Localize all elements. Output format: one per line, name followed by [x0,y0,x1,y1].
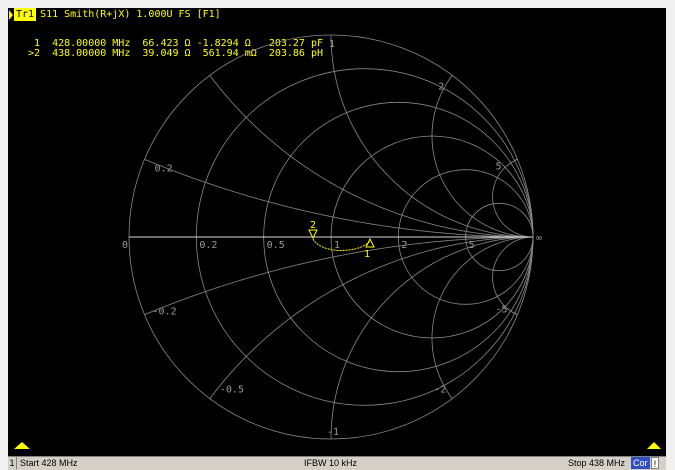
smith-chart: 0 0.2 0.5 1 2 5 ∞ 0.2 1 2 5 -0.2 -0.5 -1 -2 -5 2 1 [122,34,542,440]
marker-1-tag: 1 [364,249,370,260]
reactance-label: -1 [327,427,339,438]
reactance-arc [492,158,533,238]
reactance-label: 1 [329,39,335,50]
resistance-label: 0.5 [267,240,285,251]
marker-2-tag: 2 [310,220,316,231]
reactance-label: 5 [495,161,501,172]
right-margin [666,8,675,469]
marker-readout-2: >2 438.00000 MHz 39.049 Ω 561.94 mΩ 203.… [28,48,324,59]
correction-indicator[interactable]: Cor [631,457,650,469]
reactance-label: -2 [434,385,446,396]
reactance-labels: 0.2 1 2 5 -0.2 -0.5 -1 -2 -5 [153,39,508,438]
trace-header[interactable]: Tr1 S11 Smith(R+jX) 1.000U FS [F1] [8,8,221,21]
reactance-arc [431,75,533,238]
reactance-arc [330,236,533,439]
reactance-arc [209,75,533,238]
reactance-arc [492,236,533,316]
reactance-label: 2 [438,81,444,92]
marker-2[interactable]: 2 [308,220,318,240]
reactance-label: -5 [495,305,507,316]
reactance-label: -0.2 [153,307,177,318]
marker-readout-1: 1 428.00000 MHz 66.423 Ω -1.8294 Ω 203.2… [28,38,324,49]
trace-badge[interactable]: Tr1 [14,8,37,21]
resistance-label: 2 [401,240,407,251]
trace-info: S11 Smith(R+jX) 1.000U FS [F1] [40,9,221,20]
stop-marker-triangle-icon [647,442,661,449]
resistance-label: 1 [334,240,340,251]
reactance-arc [144,158,533,238]
reactance-label: 0.2 [155,163,173,174]
resistance-labels: 0 0.2 0.5 1 2 5 ∞ [122,233,542,251]
active-trace-arrow-icon [9,9,13,20]
resistance-label: 5 [469,240,475,251]
reactance-label: -0.5 [220,385,244,396]
smith-chart-display[interactable]: Tr1 S11 Smith(R+jX) 1.000U FS [F1] 1 428… [8,8,666,456]
start-marker-triangle-icon [14,442,30,449]
channel-number[interactable]: 1 [8,457,17,469]
stop-frequency[interactable]: Stop 438 MHz [568,458,626,468]
status-bar: 1 Start 428 MHz IFBW 10 kHz Stop 438 MHz… [8,456,666,470]
warning-indicator[interactable]: ! [651,457,659,469]
reactance-arc [431,236,533,399]
resistance-label: 0.2 [199,240,217,251]
marker-1[interactable]: 1 [364,237,375,260]
marker-1-triangle-icon [365,237,375,248]
reactance-arc [209,236,533,399]
marker-2-triangle-icon [308,229,318,240]
resistance-label: ∞ [536,233,542,244]
start-frequency[interactable]: Start 428 MHz [20,458,78,468]
reactance-arc [330,35,533,238]
reactance-arc [144,236,533,316]
if-bandwidth[interactable]: IFBW 10 kHz [304,458,358,468]
resistance-label: 0 [122,240,128,251]
s11-trace [312,238,371,251]
